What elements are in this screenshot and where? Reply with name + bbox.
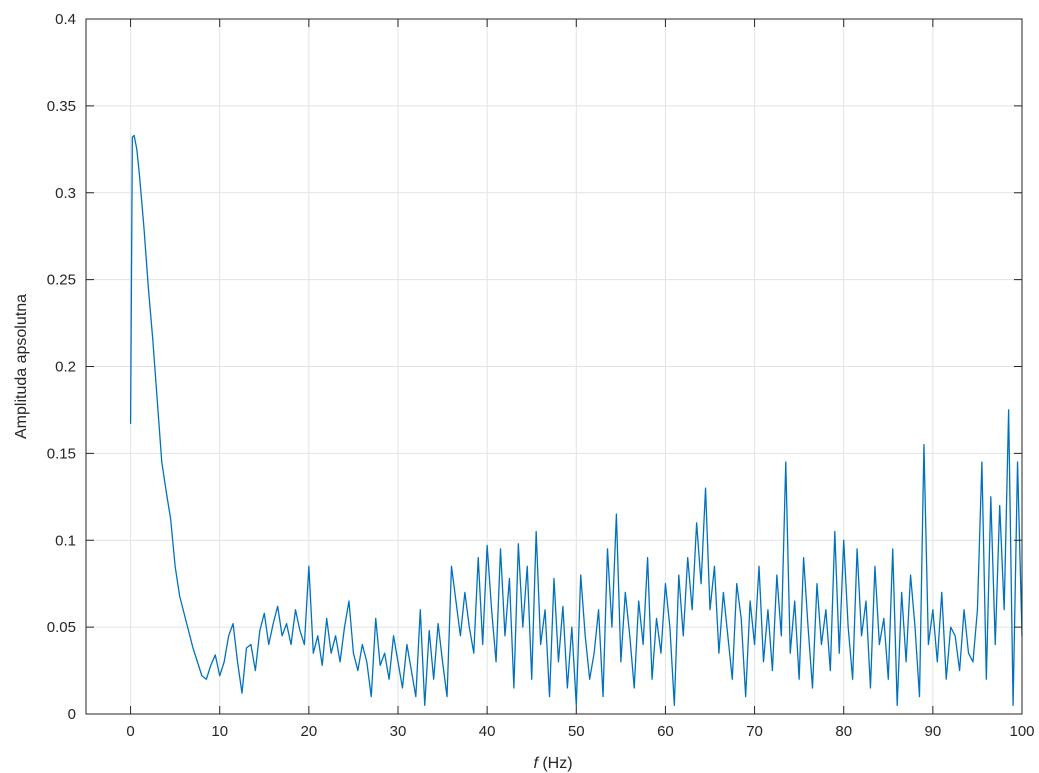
x-tick-label: 10 bbox=[211, 723, 228, 740]
y-tick-label: 0 bbox=[68, 706, 76, 723]
x-axis-label-unit: (Hz) bbox=[538, 755, 573, 772]
y-axis-label: Amplituda apsolutna bbox=[13, 294, 30, 439]
x-tick-label: 0 bbox=[126, 723, 134, 740]
x-tick-label: 60 bbox=[657, 723, 674, 740]
y-tick-labels: 0 0.05 0.1 0.15 0.2 0.25 0.3 0.35 0.4 bbox=[47, 11, 76, 723]
x-tick-labels: 0 10 20 30 40 50 60 70 80 90 100 bbox=[126, 723, 1034, 740]
x-tick-label: 50 bbox=[568, 723, 585, 740]
y-tick-label: 0.3 bbox=[55, 185, 76, 202]
y-tick-label: 0.2 bbox=[55, 359, 76, 376]
y-tick-label: 0.15 bbox=[47, 445, 76, 462]
x-tick-label: 80 bbox=[835, 723, 852, 740]
x-tick-label: 40 bbox=[479, 723, 496, 740]
y-tick-label: 0.35 bbox=[47, 98, 76, 115]
x-axis-label-symbol: f bbox=[533, 755, 539, 772]
x-axis-label: f (Hz) bbox=[533, 755, 572, 772]
x-tick-label: 100 bbox=[1009, 723, 1034, 740]
y-tick-label: 0.1 bbox=[55, 532, 76, 549]
series-line bbox=[129, 134, 1023, 706]
tick-marks bbox=[86, 18, 1023, 715]
x-tick-label: 90 bbox=[925, 723, 942, 740]
x-tick-label: 70 bbox=[746, 723, 763, 740]
x-tick-label: 30 bbox=[390, 723, 407, 740]
x-tick-label: 20 bbox=[301, 723, 318, 740]
y-tick-label: 0.4 bbox=[55, 11, 76, 28]
y-tick-label: 0.25 bbox=[47, 272, 76, 289]
y-tick-label: 0.05 bbox=[47, 619, 76, 636]
